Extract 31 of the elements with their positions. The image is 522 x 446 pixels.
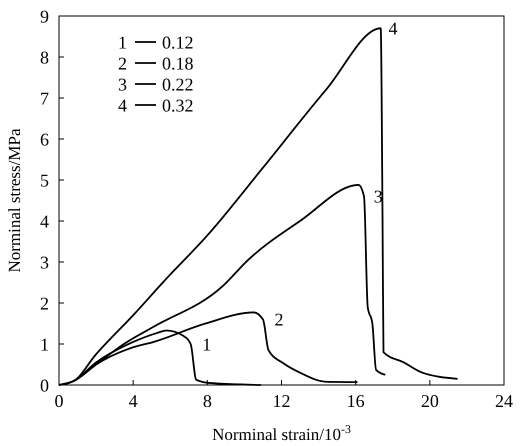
y-tick-label: 0	[40, 375, 49, 396]
y-tick-label: 4	[40, 211, 49, 232]
y-axis-title: Norminal stress/MPa	[5, 128, 24, 273]
x-tick-label: 8	[202, 391, 212, 411]
x-tick-label: 0	[54, 391, 64, 411]
y-tick-label: 7	[40, 88, 49, 108]
x-tick-label: 20	[420, 391, 439, 411]
legend-label: 2	[118, 53, 127, 74]
text: 4	[388, 18, 398, 39]
annotation: 0.32	[162, 95, 194, 116]
x-tick-label: 4	[128, 391, 138, 411]
x-tick-label: 24	[495, 391, 513, 411]
y-tick-label: 5	[40, 170, 49, 190]
y-tick-label: 1	[40, 334, 49, 354]
y-tick-label: 8	[40, 47, 49, 68]
x-axis-title: Norminal strain/10$^{-3}$	[212, 422, 351, 444]
legend-label: 3	[118, 74, 127, 94]
text: 2	[274, 310, 284, 330]
annotation: 0.12	[162, 32, 194, 52]
legend-label: 4	[118, 95, 127, 116]
text: 3	[374, 186, 383, 207]
y-tick-label: 3	[40, 252, 49, 272]
annotation: 0.18	[162, 53, 194, 74]
x-tick-label: 16	[346, 391, 365, 411]
legend-label: 1	[118, 32, 127, 52]
y-tick-label: 6	[40, 129, 49, 150]
x-tick-label: 12	[272, 391, 290, 411]
y-tick-label: 2	[40, 293, 49, 314]
annotation: 0.22	[162, 74, 194, 94]
text: 1	[202, 334, 212, 354]
y-tick-label: 9	[40, 6, 49, 26]
